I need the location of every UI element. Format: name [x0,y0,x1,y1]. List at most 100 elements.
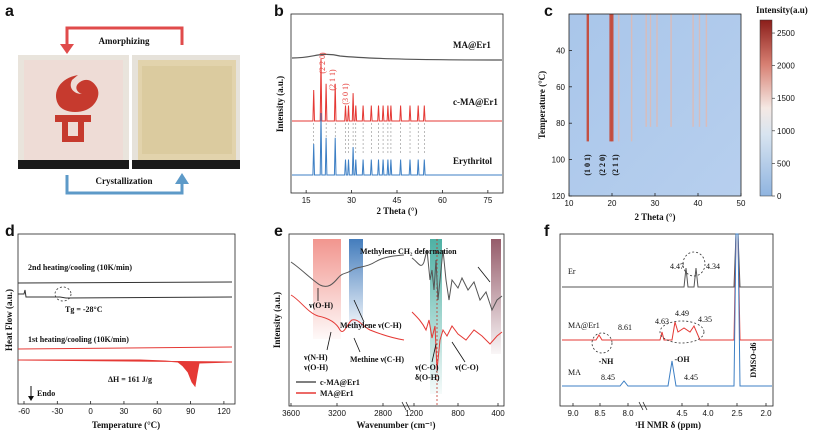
panel-c-heat-line-20 [611,14,614,142]
panel-f-peak-434-er: 4.34 [706,262,720,271]
panel-e-band-low [491,239,501,354]
panel-f-peak-449-ma: 4.49 [675,309,689,318]
panel-c-xtick-40: 40 [694,199,703,208]
panel-b-xtick-15: 15 [302,196,311,205]
panel-f-xlabel: ¹H NMR δ (ppm) [635,420,701,430]
crystallization-arrow [65,173,189,195]
panel-c-heat-line-14.3 [586,14,589,142]
panel-c-ann-220: (2 2 0) [598,154,607,176]
panel-b-xtick-45: 45 [393,196,402,205]
crystalline-sample-photo [132,55,240,169]
panel-e-xlabel: Wavenumber (cm⁻¹) [356,420,435,430]
panel-d-xtick--60: -60 [18,407,30,416]
panel-b-series-erythritol [292,112,502,176]
crystallization-label: Crystallization [96,176,153,186]
panel-b-xtick-30: 30 [347,196,356,205]
panel-f-xtick-4.5: 4.5 [676,409,688,418]
panel-f-ann-oh: -OH [674,355,690,364]
panel-d-endo-arrow [28,386,34,401]
panel-c-ytick-120: 120 [552,192,566,201]
panel-e-arrows [317,266,491,363]
panel-f-peak-463: 4.63 [655,317,669,326]
panel-d-first-label: 1st heating/cooling (10K/min) [28,335,129,344]
panel-f-frame [559,233,774,407]
panel-b-ann-220: (2 2 0) [318,52,327,74]
panel-c-colorbar-ticks: 0 500 1000 1500 2000 2500 [772,29,795,201]
panel-c-cbtick-1000: 1000 [777,127,795,136]
panel-b-xtick-60: 60 [438,196,447,205]
panel-b-ylabel: Intensity (a.u.) [275,76,285,132]
panel-f-ann-nh: -NH [599,357,614,366]
amorphizing-arrow [60,26,184,54]
panel-e-ann-ch1: Methine ν(C-H) [350,355,404,364]
panel-e-legend-ma: MA@Er1 [320,389,354,398]
panel-b-ann-301: (3 0 1) [341,83,350,105]
panel-e-frame [288,233,505,407]
panel-e-xtick-3200: 3200 [328,409,346,418]
panel-f-dashed-ellipses [591,251,706,354]
panel-e-ann-oh1: ν(O-H) [308,301,333,310]
panel-b-xticks: 15 30 45 60 75 [302,190,493,205]
panel-e-band-oh [313,239,341,339]
panel-e-xticks: 3600 3200 2800 1200 800 400 [282,403,505,418]
panel-b-legend-ma: MA@Er1 [453,40,491,50]
panel-c-ann-101: (1 0 1) [583,154,592,176]
panel-c-heat-line-33.8 [670,14,672,127]
panel-e-xtick-1200: 1200 [405,409,423,418]
panel-c-ann-211: (2 1 1) [611,154,620,176]
panel-e-ann-nh: ν(N-H) [303,353,328,362]
panel-d-curves [17,281,233,388]
panel-c-cbtick-2000: 2000 [777,62,795,71]
panel-d-frame [17,233,236,405]
panel-d-xtick-60: 60 [153,407,162,416]
panel-e-xtick-3600: 3600 [282,409,300,418]
panel-e-ann-oh2: ν(O-H) [303,363,328,372]
panel-d-tg-circle [54,286,72,302]
panel-f-label-er: Er [568,267,576,276]
panel-b-peak-guides [313,123,425,155]
panel-f-label-ma-er1: MA@Er1 [568,321,600,330]
panel-c-heat-line-24.6 [630,14,633,142]
panel-c-ylabel: Temperature (°C) [537,71,547,139]
panel-label-a: a [5,3,14,20]
panel-d-dh-label: ΔH = 161 J/g [108,375,152,384]
panel-c-xtick-10: 10 [565,199,574,208]
panel-c-ytick-100: 100 [552,156,566,165]
panel-e-band-ch [349,239,363,329]
panel-d-second-label: 2nd heating/cooling (10K/min) [28,263,132,272]
panel-c-colorbar [759,19,773,197]
panel-f-peak-845: 8.45 [601,373,615,382]
panel-c-cbtick-1500: 1500 [777,94,795,103]
panel-f-curves [562,233,772,387]
panel-e-ann-oh3: δ(O-H) [415,373,440,382]
panel-e-ann-ch2: Methylene ν(C-H) [340,321,402,330]
transparent-sample-photo [18,55,129,169]
panel-label-e: e [274,223,283,240]
panel-c-xtick-30: 30 [651,199,660,208]
panel-f-xtick-2: 2.0 [760,409,772,418]
panel-e-curves [290,249,503,371]
panel-f-label-ma: MA [568,368,581,377]
panel-f-peak-447-er: 4.47 [670,262,684,271]
panel-e-axis-break [401,401,411,411]
panel-c-cbtick-0: 0 [777,192,782,201]
panel-c-yticks: 40 60 80 100 120 [552,46,572,201]
panel-c-heat-line-21.6 [618,14,620,142]
panel-f-xtick-2.5: 2.5 [731,409,743,418]
panel-c-ytick-80: 80 [556,119,565,128]
panel-e-ann-co1: ν(C-O) [414,363,439,372]
panel-f-ann-dmso: DMSO-d6 [749,342,758,377]
panel-f-xtick-9: 9.0 [567,409,579,418]
panel-f-xtick-4: 4.0 [702,409,714,418]
panel-b-series-ma-er1 [291,53,503,61]
panel-b-series-c-ma-er1 [292,58,502,122]
panel-c-cbtick-500: 500 [777,159,791,168]
panel-c-heat-lines [586,14,708,142]
panel-c-xtick-20: 20 [608,199,617,208]
panel-b-ann-211: (2 1 1) [328,69,337,91]
panel-d-xticks: -60 -30 0 30 60 90 120 [18,401,231,416]
panel-f-peak-435: 4.35 [698,315,712,324]
panel-c-ytick-60: 60 [556,83,565,92]
panel-b-xlabel: 2 Theta (°) [377,206,418,216]
